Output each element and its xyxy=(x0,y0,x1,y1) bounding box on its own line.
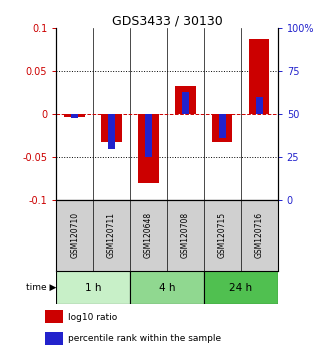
Text: GSM120708: GSM120708 xyxy=(181,212,190,258)
Bar xyxy=(175,86,195,114)
Bar xyxy=(219,114,226,138)
Bar xyxy=(45,310,63,323)
Bar xyxy=(101,114,122,142)
Text: GSM120716: GSM120716 xyxy=(255,212,264,258)
Bar xyxy=(145,114,152,157)
Bar xyxy=(130,271,204,304)
Text: GSM120710: GSM120710 xyxy=(70,212,79,258)
Bar xyxy=(249,39,269,114)
Bar xyxy=(212,114,232,143)
Bar xyxy=(138,114,159,183)
Bar xyxy=(56,271,130,304)
Text: 1 h: 1 h xyxy=(85,282,101,293)
Bar xyxy=(71,114,78,118)
Text: time ▶: time ▶ xyxy=(26,283,56,292)
Bar xyxy=(204,271,278,304)
Text: 24 h: 24 h xyxy=(229,282,252,293)
Title: GDS3433 / 30130: GDS3433 / 30130 xyxy=(111,14,222,27)
Text: 4 h: 4 h xyxy=(159,282,175,293)
Bar xyxy=(45,332,63,345)
Bar xyxy=(65,114,85,117)
Bar xyxy=(108,114,115,149)
Text: GSM120648: GSM120648 xyxy=(144,212,153,258)
Text: percentile rank within the sample: percentile rank within the sample xyxy=(68,335,221,343)
Bar xyxy=(256,97,263,114)
Text: GSM120711: GSM120711 xyxy=(107,212,116,258)
Bar xyxy=(182,92,189,114)
Text: log10 ratio: log10 ratio xyxy=(68,313,117,322)
Text: GSM120715: GSM120715 xyxy=(218,212,227,258)
